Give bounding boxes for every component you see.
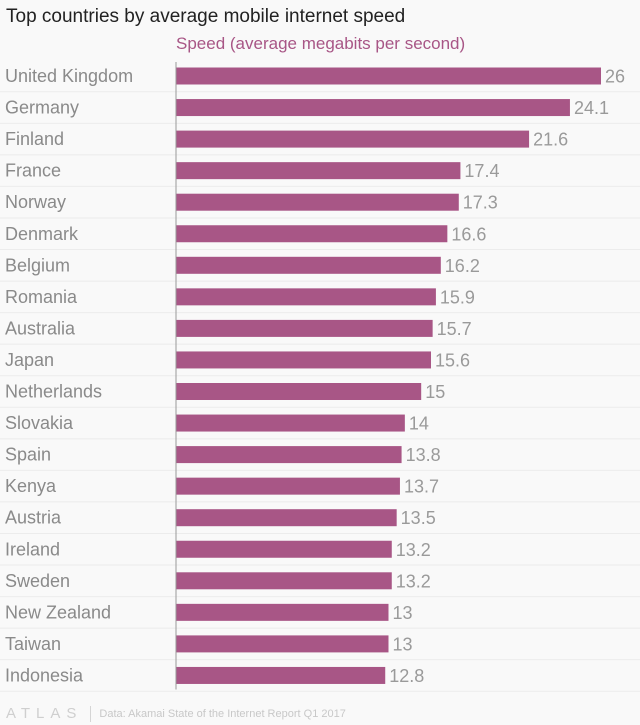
source-note: Data: Akamai State of the Internet Repor… (99, 707, 346, 720)
bar (176, 414, 405, 432)
footer: ATLAS Data: Akamai State of the Internet… (6, 705, 346, 722)
bar (176, 99, 570, 117)
category-label: New Zealand (5, 602, 111, 622)
category-label: Kenya (5, 476, 57, 496)
bar (176, 540, 392, 558)
bar (176, 635, 389, 653)
category-label: Romania (5, 287, 78, 307)
bar (176, 162, 461, 180)
value-label: 16.2 (445, 256, 480, 276)
value-label: 16.6 (451, 224, 486, 244)
value-label: 13.5 (401, 508, 436, 528)
bar (176, 319, 433, 337)
category-label: Belgium (5, 255, 70, 275)
series-label: Speed (average megabits per second) (176, 34, 466, 53)
category-label: Spain (5, 445, 51, 465)
bar (176, 446, 402, 464)
bar (176, 572, 392, 590)
value-label: 13 (393, 603, 413, 623)
category-label: Netherlands (5, 382, 102, 402)
category-label: Germany (5, 98, 79, 118)
bar (176, 193, 459, 211)
atlas-logo: ATLAS (6, 705, 83, 722)
value-label: 12.8 (389, 666, 424, 686)
category-label: Slovakia (5, 413, 74, 433)
bar (176, 509, 397, 527)
value-label: 26 (605, 67, 625, 87)
value-label: 17.3 (463, 193, 498, 213)
value-label: 15.7 (437, 319, 472, 339)
category-label: Austria (5, 508, 62, 528)
bar (176, 603, 389, 621)
category-label: Indonesia (5, 665, 84, 685)
value-label: 13.2 (396, 571, 431, 591)
chart-title: Top countries by average mobile internet… (6, 6, 406, 27)
bar (176, 225, 448, 243)
category-label: Denmark (5, 224, 79, 244)
bar (176, 256, 441, 274)
bar (176, 67, 601, 85)
value-label: 13 (393, 634, 413, 654)
bar (176, 130, 530, 148)
category-label: Japan (5, 350, 54, 370)
value-label: 24.1 (574, 98, 609, 118)
category-label: Ireland (5, 539, 60, 559)
value-label: 15.6 (435, 350, 470, 370)
bar (176, 666, 386, 684)
category-label: Norway (5, 192, 66, 212)
value-label: 14 (409, 414, 429, 434)
category-label: Finland (5, 129, 64, 149)
value-label: 13.7 (404, 477, 439, 497)
bar (176, 477, 400, 495)
value-label: 13.2 (396, 540, 431, 560)
value-label: 17.4 (464, 161, 499, 181)
category-label: Sweden (5, 571, 70, 591)
value-label: 13.8 (406, 445, 441, 465)
divider (90, 705, 92, 722)
category-label: Taiwan (5, 634, 61, 654)
bar-chart: United Kingdom 26 Germany 24.1 Finland 21.6 Fr… (0, 62, 640, 692)
category-label: United Kingdom (5, 66, 133, 86)
bar (176, 351, 431, 369)
value-label: 21.6 (533, 130, 568, 150)
value-label: 15.9 (440, 287, 475, 307)
bar (176, 383, 422, 400)
bar (176, 288, 436, 306)
category-label: Australia (5, 318, 76, 338)
category-label: France (5, 161, 61, 181)
value-label: 15 (425, 382, 445, 402)
